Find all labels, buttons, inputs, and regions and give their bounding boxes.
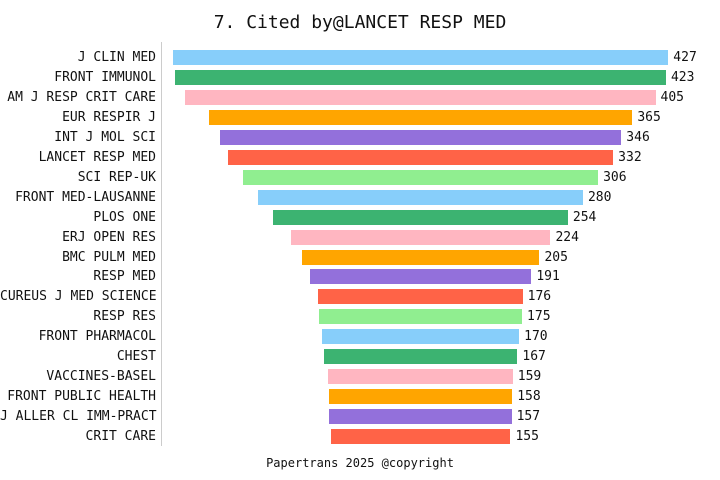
bar (301, 249, 540, 265)
bar (321, 329, 520, 345)
value-label: 254 (572, 209, 597, 225)
y-axis-line (161, 42, 162, 446)
category-label: EUR RESPIR J (62, 109, 156, 125)
value-label: 155 (515, 429, 539, 445)
category-label: RESP MED (93, 269, 156, 285)
value-label: 224 (555, 229, 579, 245)
bar (185, 89, 656, 105)
bar (328, 369, 513, 385)
bar (328, 389, 513, 405)
bar (242, 169, 599, 185)
category-label: AM J RESP CRIT CARE (7, 89, 156, 105)
value-label: 159 (517, 369, 542, 385)
value-label: 365 (637, 109, 661, 125)
category-label: FRONT PHARMACOL (38, 329, 156, 345)
category-label: FRONT IMMUNOL (54, 69, 156, 85)
category-label: RESP RES (93, 309, 156, 325)
bar (323, 349, 518, 365)
category-label: LANCET RESP MED (38, 149, 156, 165)
category-label: CHEST (116, 349, 156, 365)
value-label: 280 (587, 189, 612, 205)
category-label: FRONT MED-LAUSANNE (15, 189, 156, 205)
copyright-text: Papertrans 2025 @copyright (266, 456, 454, 470)
value-label: 170 (524, 329, 548, 345)
bar (309, 269, 532, 285)
category-label: CRIT CARE (85, 429, 156, 445)
bar (290, 229, 551, 245)
value-label: 175 (527, 309, 551, 325)
bar (330, 429, 511, 445)
value-label: 191 (536, 269, 560, 285)
value-label: 205 (544, 249, 568, 265)
category-label: CUREUS J MED SCIENCE (0, 289, 157, 305)
bar (172, 50, 669, 65)
category-label: SCI REP-UK (77, 169, 156, 185)
category-label: J CLIN MED (77, 50, 156, 65)
bar (329, 409, 512, 425)
bar (208, 109, 633, 125)
category-label: PLOS ONE (93, 209, 156, 225)
value-label: 332 (618, 149, 642, 165)
bar (273, 209, 568, 225)
bar (258, 189, 583, 205)
value-label: 176 (527, 289, 552, 305)
bar (318, 289, 523, 305)
value-label: 405 (660, 89, 685, 105)
value-label: 427 (673, 50, 697, 65)
category-label: VACCINES-BASEL (46, 369, 156, 385)
value-label: 423 (670, 69, 695, 85)
category-label: BMC PULM MED (62, 249, 156, 265)
category-label: FRONT PUBLIC HEALTH (7, 389, 156, 405)
bar (219, 129, 622, 145)
category-label: ERJ OPEN RES (62, 229, 156, 245)
category-label: J ALLER CL IMM-PRACT (0, 409, 157, 425)
category-label: INT J MOL SCI (54, 129, 156, 145)
value-label: 157 (516, 409, 541, 425)
chart-title: 7. Cited by@LANCET RESP MED (213, 12, 507, 33)
value-label: 306 (603, 169, 627, 185)
bar (227, 149, 614, 165)
value-label: 158 (517, 389, 541, 405)
value-label: 167 (522, 349, 546, 365)
bar (175, 69, 666, 85)
bar (318, 309, 523, 325)
value-label: 346 (626, 129, 650, 145)
